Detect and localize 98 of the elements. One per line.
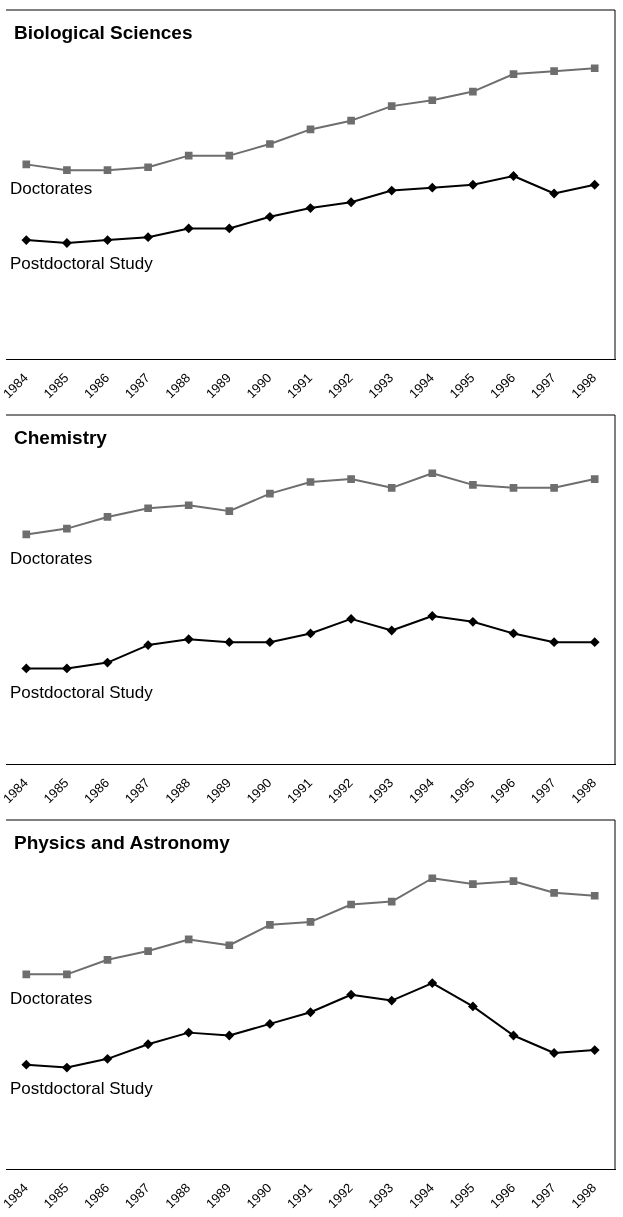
point: [224, 637, 234, 647]
point: [428, 96, 437, 105]
point: [346, 990, 356, 1000]
point: [590, 891, 599, 900]
point: [550, 483, 558, 492]
point: [590, 1045, 600, 1055]
point: [306, 478, 315, 486]
point: [143, 232, 153, 242]
point: [509, 70, 518, 78]
point: [21, 1060, 31, 1070]
point: [103, 658, 112, 668]
series-label: Postdoctoral Study: [10, 1078, 154, 1098]
point: [346, 614, 356, 624]
point: [387, 102, 396, 110]
point: [22, 530, 31, 539]
point: [427, 611, 437, 621]
point: [468, 617, 478, 627]
point: [306, 918, 315, 926]
point: [21, 663, 31, 673]
point: [590, 64, 599, 73]
point: [265, 212, 275, 222]
point: [347, 116, 355, 125]
point: [184, 1028, 194, 1038]
series-label: Postdoctoral Study: [10, 682, 154, 702]
series-label: Doctorates: [10, 178, 93, 198]
point: [184, 935, 193, 944]
point: [63, 524, 71, 533]
point: [509, 877, 518, 885]
point: [184, 501, 193, 510]
point: [22, 970, 31, 979]
point: [21, 235, 31, 245]
point: [469, 481, 477, 489]
point: [509, 1031, 518, 1041]
series-label: Postdoctoral Study: [10, 254, 154, 274]
point: [306, 1007, 315, 1017]
point: [509, 628, 518, 638]
point: [144, 947, 152, 955]
point: [225, 151, 234, 160]
point: [103, 1054, 112, 1064]
point: [184, 223, 194, 233]
chart-title: Chemistry: [14, 426, 108, 448]
point: [387, 897, 396, 906]
point: [550, 67, 558, 75]
point: [469, 880, 477, 888]
point: [144, 163, 152, 172]
point: [225, 507, 234, 515]
point: [103, 955, 112, 964]
point: [22, 160, 31, 169]
point: [468, 1001, 478, 1011]
point: [427, 183, 437, 193]
point: [549, 1048, 559, 1058]
point: [306, 628, 315, 638]
point: [224, 1031, 234, 1041]
point: [549, 637, 559, 647]
point: [266, 921, 274, 929]
point: [143, 640, 153, 650]
point: [550, 888, 558, 897]
point: [144, 504, 152, 513]
point: [62, 663, 72, 673]
point: [184, 634, 194, 644]
point: [387, 996, 397, 1006]
point: [590, 637, 600, 647]
point: [62, 1063, 72, 1073]
point: [103, 235, 112, 245]
point: [428, 469, 437, 478]
point: [469, 87, 477, 96]
point: [63, 970, 71, 979]
point: [265, 1019, 275, 1029]
point: [347, 475, 355, 483]
point: [224, 223, 234, 233]
point: [63, 166, 71, 175]
series-label: Doctorates: [10, 988, 93, 1008]
point: [590, 180, 600, 190]
point: [266, 140, 274, 148]
point: [509, 171, 518, 181]
point: [509, 483, 518, 492]
point: [184, 151, 193, 160]
point: [387, 626, 397, 636]
point: [387, 186, 397, 196]
point: [427, 978, 437, 988]
point: [549, 189, 559, 198]
chart-title: Biological Sciences: [14, 21, 193, 43]
point: [225, 941, 234, 950]
point: [346, 197, 356, 207]
chart-title: Physics and Astronomy: [14, 831, 231, 853]
point: [103, 166, 112, 175]
point: [306, 203, 315, 213]
point: [103, 513, 112, 521]
point: [266, 489, 274, 498]
point: [347, 900, 355, 909]
point: [143, 1039, 153, 1049]
point: [428, 874, 437, 883]
point: [62, 238, 72, 248]
point: [468, 180, 478, 190]
point: [265, 637, 275, 647]
series-label: Doctorates: [10, 548, 93, 568]
point: [590, 475, 599, 483]
point: [387, 483, 396, 492]
